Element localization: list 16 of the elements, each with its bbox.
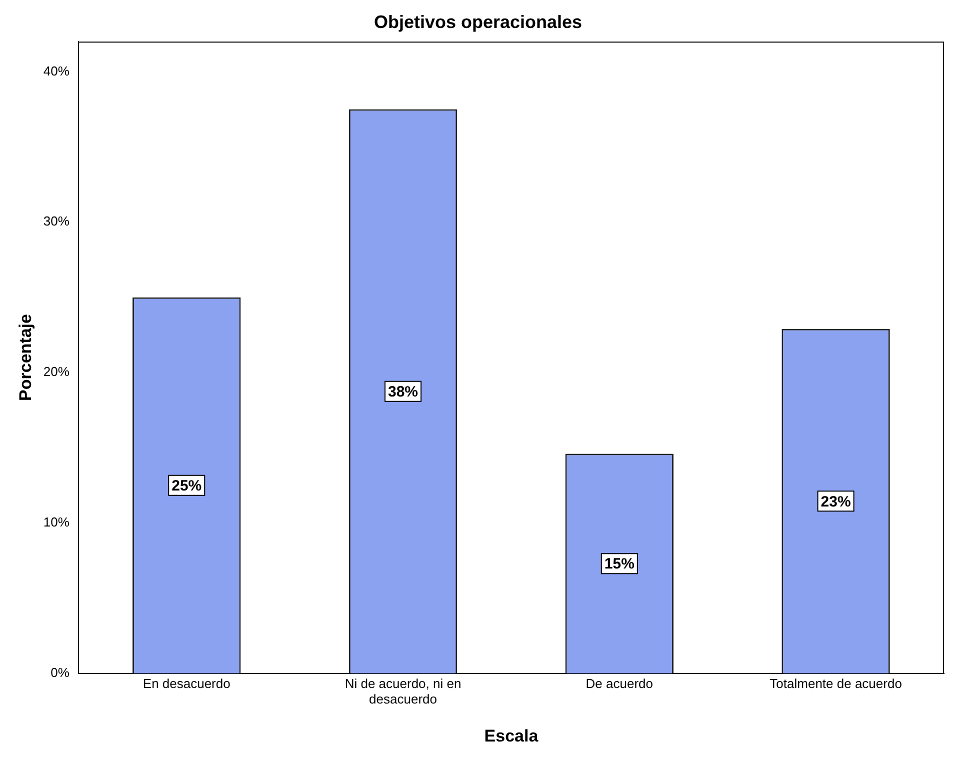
x-tick-label: Totalmente de acuerdo [770,676,902,691]
chart-title: Objetivos operacionales [374,12,582,32]
x-axis-title: Escala [484,726,539,746]
y-tick-label: 0% [50,664,70,680]
data-label: 15% [604,556,634,573]
data-label: 23% [820,493,851,510]
y-tick-label: 40% [43,63,70,78]
x-tick-label: En desacuerdo [142,676,230,691]
data-label: 25% [172,478,202,495]
data-label: 38% [388,383,418,400]
y-tick-label: 30% [43,214,70,229]
y-tick-label: 10% [43,514,70,530]
y-axis-title: Porcentaje [16,314,35,401]
x-tick-label: Ni de acuerdo, ni en desacuerdo [344,676,462,706]
x-tick-label: De acuerdo [586,676,654,691]
y-tick-label: 20% [43,364,70,380]
